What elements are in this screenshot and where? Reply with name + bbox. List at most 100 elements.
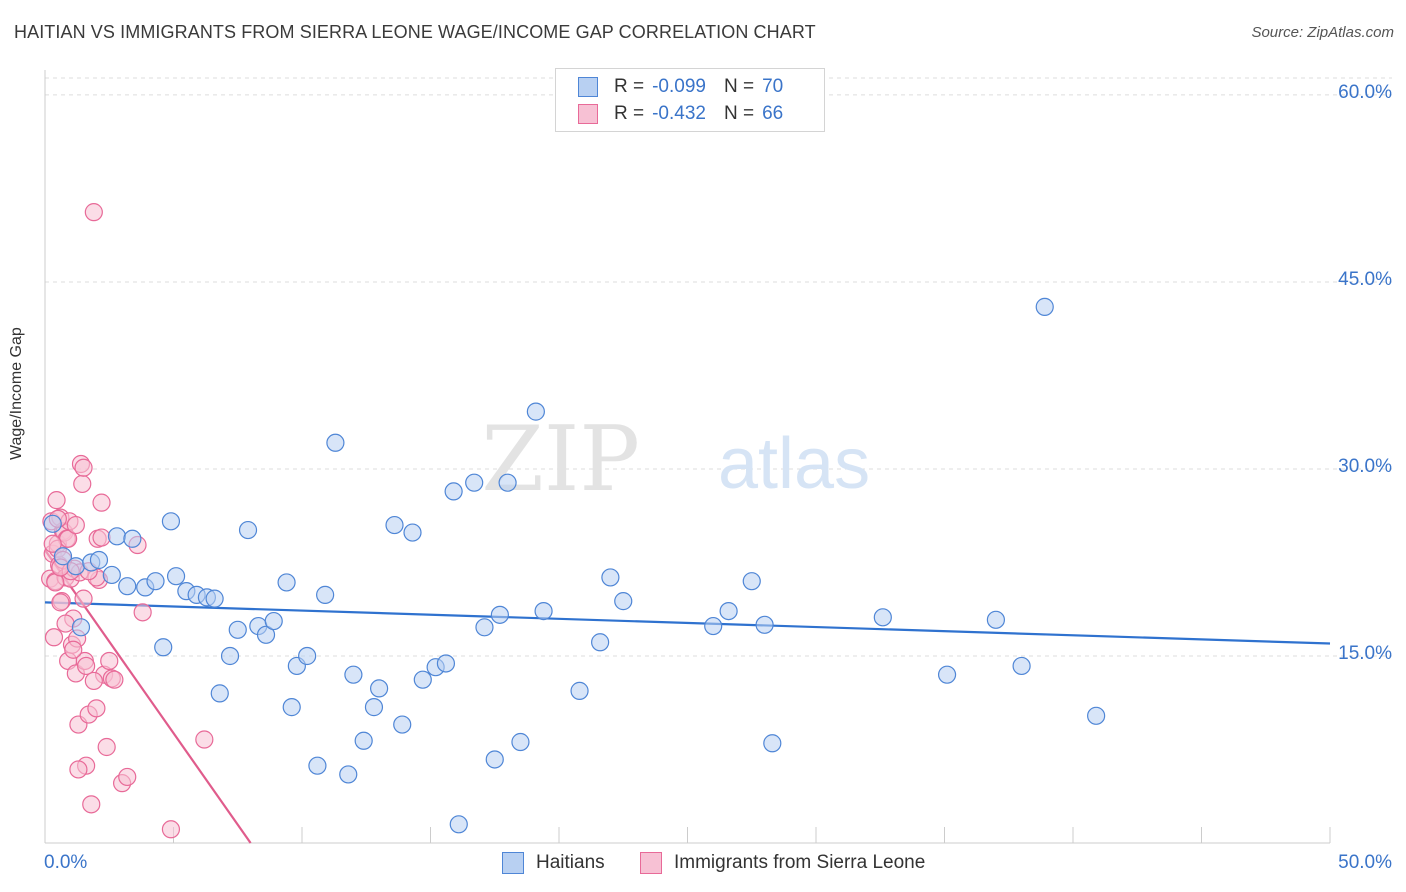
point-haitian: [298, 646, 317, 666]
point-sierra-leone: [105, 670, 124, 689]
point-sierra-leone: [56, 614, 75, 633]
legend-n-value: 66: [762, 103, 784, 124]
gridlines: [45, 77, 1392, 657]
point-haitian: [1035, 297, 1054, 316]
legend-r-label: R =: [614, 103, 645, 124]
legend-n-value: 70: [762, 76, 784, 97]
y-tick-label: 45.0%: [1338, 268, 1392, 290]
point-sierra-leone: [133, 603, 152, 622]
point-sierra-leone: [66, 515, 85, 535]
source-label: Source: ZipAtlas.com: [1251, 24, 1394, 41]
legend-label-haitians: Haitians: [536, 852, 605, 873]
point-haitian: [354, 731, 373, 750]
series-sierra-leone-points: [41, 203, 214, 839]
point-sierra-leone: [97, 737, 116, 757]
watermark-atlas: atlas: [718, 424, 870, 504]
legend-item-sierra-leone[interactable]: Immigrants from Sierra Leone: [640, 852, 925, 874]
point-sierra-leone: [74, 458, 93, 477]
point-sierra-leone: [47, 491, 66, 510]
x-tick-label: 0.0%: [44, 852, 88, 873]
point-sierra-leone: [195, 730, 214, 749]
y-tick-label: 15.0%: [1338, 642, 1392, 664]
trend-line-haitians: [44, 601, 1331, 645]
point-haitian: [413, 670, 432, 689]
legend-item-haitians[interactable]: Haitians: [502, 852, 605, 874]
legend-swatch-pink: [578, 104, 598, 124]
point-sierra-leone: [73, 474, 92, 494]
point-haitian: [1012, 656, 1031, 676]
point-sierra-leone: [82, 795, 101, 814]
point-haitian: [614, 592, 633, 611]
point-haitian: [1087, 706, 1106, 725]
series-haitians-points: [43, 297, 1106, 834]
point-sierra-leone: [92, 493, 111, 512]
point-sierra-leone: [161, 820, 181, 839]
point-haitian: [166, 567, 186, 586]
legend-label-sierra-leone: Immigrants from Sierra Leone: [674, 852, 926, 873]
point-haitian: [102, 565, 121, 585]
point-haitian: [436, 654, 456, 673]
point-haitian: [485, 750, 504, 769]
point-sierra-leone: [118, 767, 137, 787]
legend-n-label: N =: [723, 103, 755, 124]
point-sierra-leone: [92, 528, 111, 547]
point-haitian: [146, 572, 165, 591]
point-haitian: [534, 601, 553, 621]
trend-lines: [44, 549, 1331, 844]
point-sierra-leone: [84, 671, 103, 691]
point-haitian: [66, 557, 85, 576]
point-haitian: [53, 547, 73, 566]
point-haitian: [107, 527, 127, 546]
point-haitian: [490, 605, 509, 624]
point-haitian: [498, 473, 517, 492]
point-sierra-leone: [43, 534, 62, 553]
point-haitian: [937, 665, 957, 684]
point-haitian: [385, 515, 404, 535]
point-haitian: [601, 568, 620, 587]
point-haitian: [370, 679, 389, 698]
point-haitian: [71, 618, 91, 637]
x-tick-label: 50.0%: [1338, 852, 1392, 873]
point-haitian: [873, 608, 892, 627]
legend-row-haitians: R = -0.099 N = 70: [578, 75, 783, 99]
point-haitian: [403, 523, 422, 542]
point-haitian: [755, 615, 774, 634]
point-sierra-leone: [87, 699, 106, 718]
point-haitian: [570, 681, 589, 700]
series-legend: Haitians Immigrants from Sierra Leone: [0, 852, 1406, 876]
point-haitian: [118, 577, 137, 596]
point-haitian: [161, 512, 181, 531]
point-haitian: [154, 638, 173, 657]
y-tick-label: 60.0%: [1338, 81, 1392, 103]
point-haitian: [444, 482, 463, 501]
point-haitian: [228, 620, 247, 639]
point-sierra-leone: [69, 760, 88, 779]
chart-title: HAITIAN VS IMMIGRANTS FROM SIERRA LEONE …: [14, 22, 816, 42]
point-haitian: [308, 756, 327, 775]
point-haitian: [364, 698, 384, 717]
point-haitian: [238, 520, 258, 540]
point-haitian: [591, 633, 610, 652]
point-haitian: [43, 514, 62, 533]
point-haitian: [316, 585, 335, 604]
point-haitian: [763, 734, 782, 753]
point-haitian: [282, 698, 301, 717]
point-haitian: [277, 573, 296, 592]
point-haitian: [89, 550, 109, 570]
point-sierra-leone: [64, 640, 83, 659]
legend-swatch-haitians: [502, 852, 524, 874]
point-haitian: [986, 610, 1006, 629]
legend-swatch-sierra-leone: [640, 852, 662, 874]
point-haitian: [393, 715, 412, 734]
legend-row-sierra-leone: R = -0.432 N = 66: [578, 102, 783, 126]
point-haitian: [449, 815, 468, 834]
point-haitian: [210, 684, 229, 703]
y-tick-label: 30.0%: [1338, 455, 1392, 477]
point-haitian: [339, 765, 358, 784]
legend-r-value: -0.432: [652, 103, 706, 124]
point-sierra-leone: [77, 656, 96, 676]
point-sierra-leone: [74, 589, 93, 608]
point-haitian: [205, 589, 224, 608]
legend-swatch-blue: [578, 77, 598, 97]
